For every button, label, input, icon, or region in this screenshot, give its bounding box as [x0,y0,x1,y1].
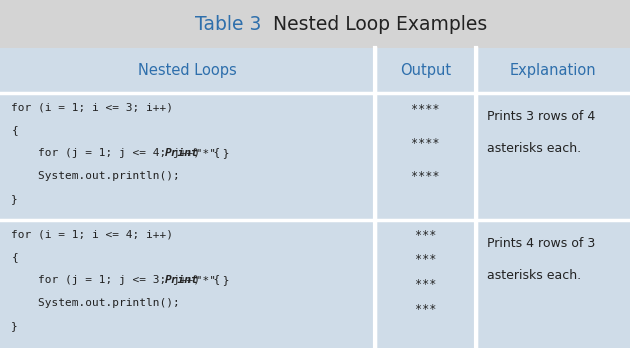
Text: ****: **** [411,137,440,150]
Text: "*" }: "*" } [189,275,229,285]
Bar [0,48,630,348]
Text: Table 3: Table 3 [195,15,261,33]
Text: ****: **** [411,103,440,117]
Text: "*" }: "*" } [189,148,229,158]
Text: System.out.println();: System.out.println(); [11,299,180,308]
Text: for (j = 1; j <= 3; j++)  {: for (j = 1; j <= 3; j++) { [11,275,227,285]
Text: for (i = 1; i <= 4; i++): for (i = 1; i <= 4; i++) [11,229,173,239]
Text: for (i = 1; i <= 3; i++): for (i = 1; i <= 3; i++) [11,102,173,112]
Text: }: } [11,195,18,205]
Text: Nested Loops: Nested Loops [138,63,237,78]
Text: for (j = 1; j <= 4; j++)  {: for (j = 1; j <= 4; j++) { [11,148,227,158]
Text: ***: *** [415,303,436,316]
Text: {: { [11,125,18,135]
Text: System.out.println();: System.out.println(); [11,172,180,181]
Text: }: } [11,322,18,332]
Text: Prints 3 rows of 4: Prints 3 rows of 4 [487,110,595,124]
Text: asterisks each.: asterisks each. [487,269,581,282]
Text: Output: Output [399,63,451,78]
Text: Print: Print [165,148,198,158]
Text: ****: **** [411,170,440,183]
Text: Nested Loop Examples: Nested Loop Examples [261,15,488,33]
Text: ***: *** [415,253,436,267]
Text: Prints 4 rows of 3: Prints 4 rows of 3 [487,237,595,251]
Text: Print: Print [165,275,198,285]
Text: {: { [11,252,18,262]
Text: ***: *** [415,278,436,291]
Text: asterisks each.: asterisks each. [487,142,581,155]
Text: ***: *** [415,229,436,242]
Bar [0,0,630,48]
Text: Explanation: Explanation [510,63,596,78]
